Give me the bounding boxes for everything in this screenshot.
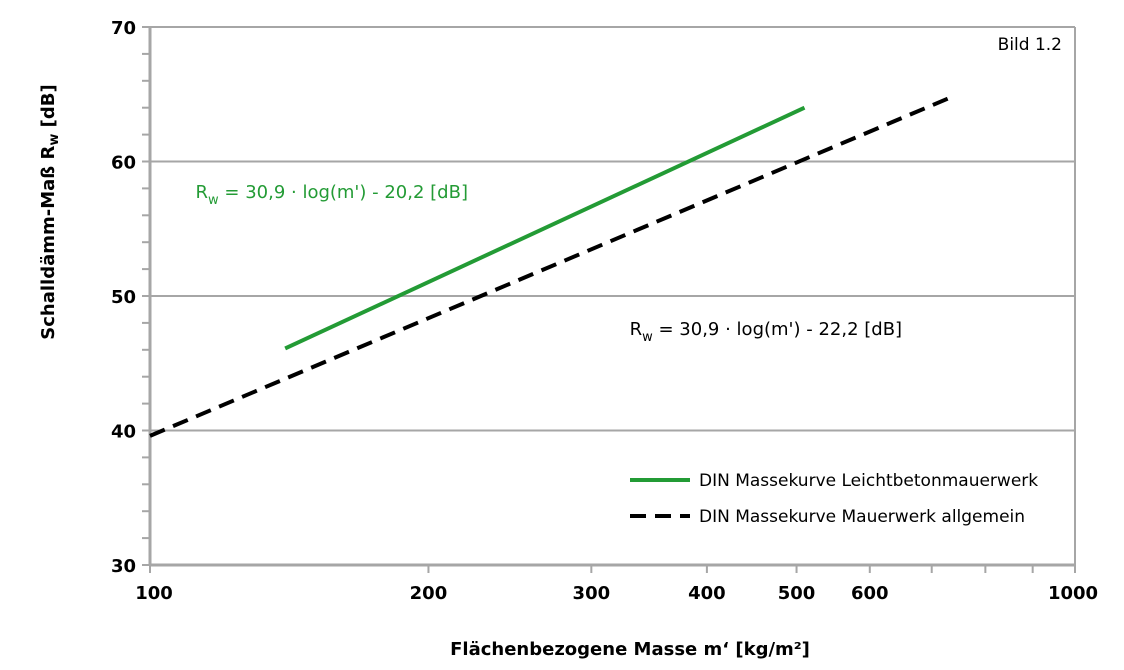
legend: DIN Massekurve Leichtbetonmauerwerk DIN M… [630, 471, 1038, 527]
y-tick-label: 40 [111, 422, 136, 443]
y-tick-label: 60 [111, 153, 136, 174]
x-tick-label: 100 [135, 583, 173, 604]
y-axis-label: Schalldämm-Maß Rw [dB] [38, 84, 62, 339]
series-annotation-1: Rw = 30,9 · log(m') - 22,2 [dB] [630, 319, 902, 345]
legend-label-0: DIN Massekurve Leichtbetonmauerwerk [699, 471, 1038, 491]
y-tick-label: 30 [111, 556, 136, 577]
y-tick-label: 70 [111, 18, 136, 39]
axes: 30 40 50 60 70 100 200 300 400 500 600 1000 [111, 18, 1098, 604]
labels: Rw = 30,9 · log(m') - 20,2 [dB] Rw = 30,9… [196, 182, 903, 345]
x-tick-label: 200 [410, 583, 448, 604]
series-lines [149, 96, 950, 438]
x-tick-label: 400 [688, 583, 726, 604]
x-tick-label: 600 [851, 583, 889, 604]
series-line-0 [284, 105, 806, 351]
x-tick-label: 1000 [1048, 583, 1098, 604]
x-tick-label: 500 [778, 583, 816, 604]
x-tick-label: 300 [573, 583, 611, 604]
x-axis-label: Flächenbezogene Masse m‘ [kg/m²] [450, 639, 810, 660]
y-tick-label: 50 [111, 287, 136, 308]
series-annotation-0: Rw = 30,9 · log(m') - 20,2 [dB] [196, 182, 468, 208]
grid [150, 26, 1075, 432]
legend-label-1: DIN Massekurve Mauerwerk allgemein [699, 507, 1025, 527]
corner-label: Bild 1.2 [998, 35, 1062, 55]
series-line-1 [149, 96, 950, 438]
